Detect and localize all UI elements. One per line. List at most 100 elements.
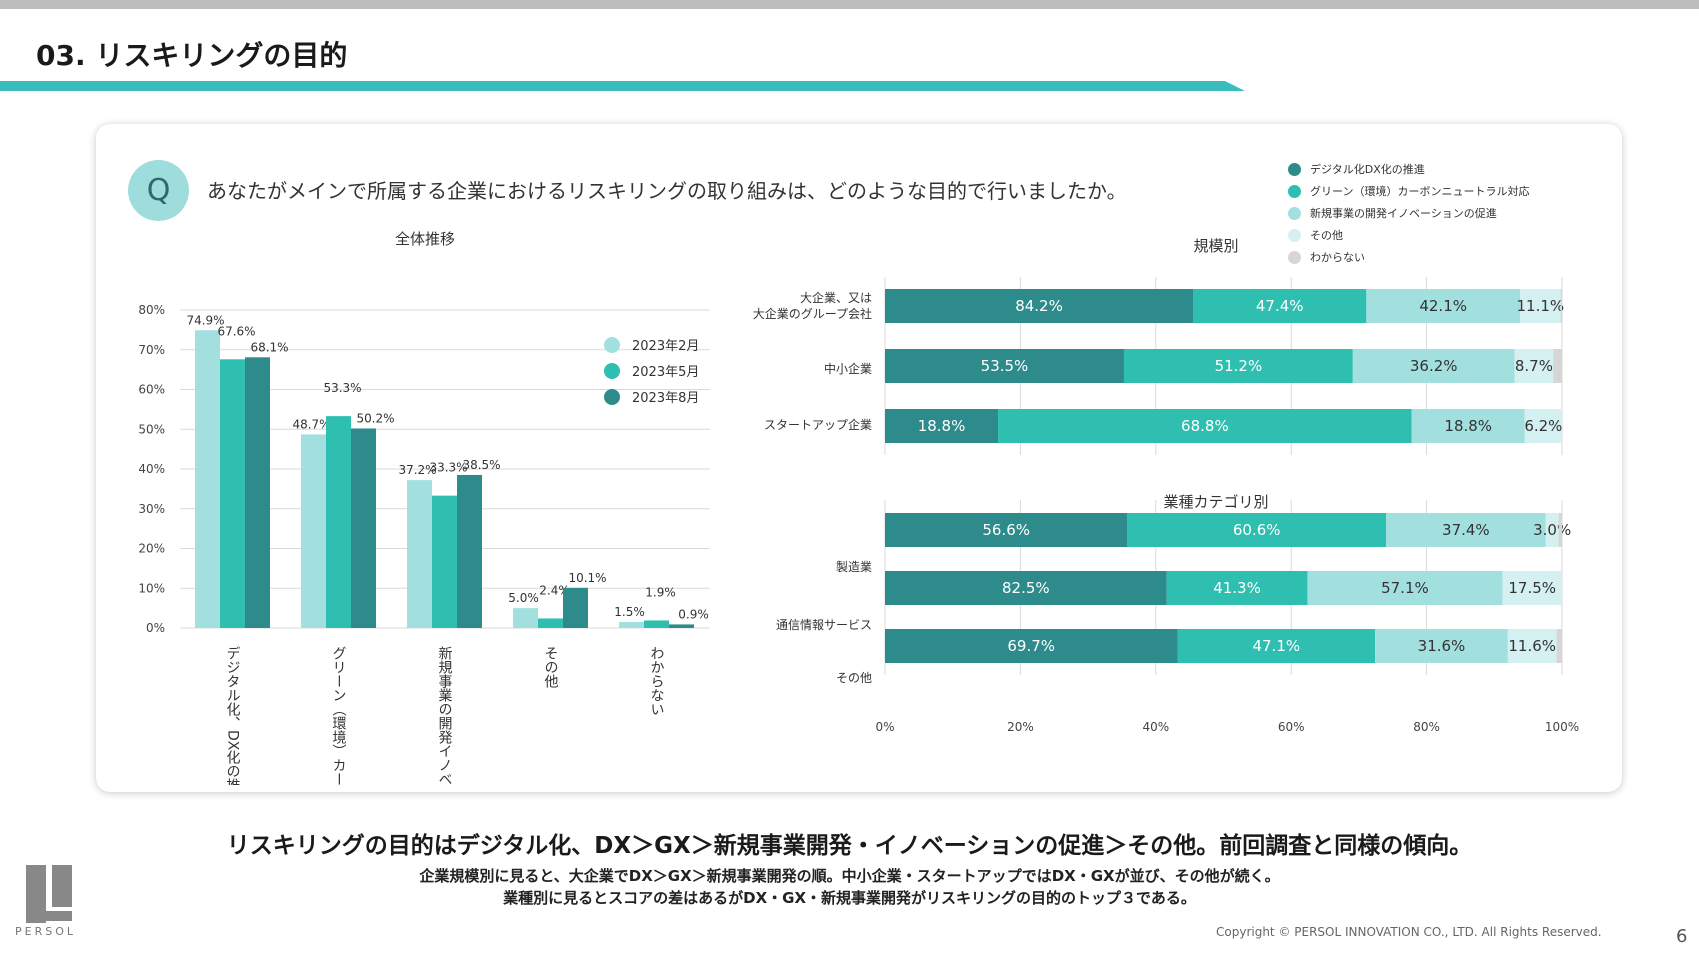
bar-data-label: 68.1% bbox=[250, 340, 288, 354]
legend-item-new-business: 新規事業の開発イノベーションの促進 bbox=[1288, 202, 1529, 224]
row-category-label: その他 bbox=[836, 671, 872, 685]
stacked-segment bbox=[1507, 629, 1557, 663]
legend-label: 新規事業の開発イノベーションの促進 bbox=[1310, 207, 1497, 220]
legend-dot bbox=[1288, 162, 1301, 176]
y-tick-label: 50% bbox=[138, 422, 165, 436]
stacked-segment bbox=[1514, 349, 1554, 383]
row-category-label: 大企業、又は bbox=[800, 290, 872, 305]
logo-text: PERSOL bbox=[15, 925, 76, 938]
segment-data-label: 84.2% bbox=[1015, 297, 1063, 315]
segment-data-label: 3.0% bbox=[1533, 521, 1571, 539]
segment-data-label: 47.1% bbox=[1252, 637, 1300, 655]
stacked-segment bbox=[885, 409, 999, 443]
question-text: あなたがメインで所属する企業におけるリスキリングの取り組みは、どのような目的で行… bbox=[207, 179, 1127, 203]
subtext-2: 業種別に見るとスコアの差はあるがDX・GX・新規事業開発がリスキリングの目的のト… bbox=[503, 889, 1196, 907]
y-tick-label: 10% bbox=[138, 581, 165, 595]
question-badge: Q bbox=[128, 160, 189, 221]
segment-data-label: 57.1% bbox=[1381, 579, 1429, 597]
legend-dot bbox=[1288, 228, 1301, 242]
bar-data-label: 74.9% bbox=[186, 313, 224, 327]
legend-label: グリーン（環境）カーボンニュートラル対応 bbox=[1310, 185, 1530, 198]
stacked-segment bbox=[1560, 289, 1562, 323]
stacked-segment bbox=[1307, 571, 1503, 605]
segment-data-label: 60.6% bbox=[1233, 521, 1281, 539]
top-bar bbox=[0, 0, 1699, 9]
x-tick-label: 20% bbox=[1007, 720, 1034, 734]
bar bbox=[351, 428, 376, 628]
legend-item-gx: グリーン（環境）カーボンニュートラル対応 bbox=[1288, 180, 1529, 202]
segment-data-label: 51.2% bbox=[1215, 357, 1263, 375]
stacked-segment bbox=[1502, 571, 1562, 605]
segment-data-label: 69.7% bbox=[1007, 637, 1055, 655]
bar bbox=[619, 622, 644, 628]
bar bbox=[195, 330, 220, 628]
stacked-segment bbox=[1177, 629, 1376, 663]
copyright: Copyright © PERSOL INNOVATION CO., LTD. … bbox=[1216, 925, 1602, 939]
bar bbox=[245, 357, 270, 628]
legend-dot bbox=[604, 363, 620, 379]
x-tick-label: 0% bbox=[875, 720, 894, 734]
row-category-label: 大企業のグループ会社 bbox=[753, 306, 872, 321]
bar-data-label: 53.3% bbox=[323, 381, 361, 395]
legend-dot bbox=[1288, 250, 1301, 264]
bar bbox=[326, 416, 351, 628]
x-tick-label: 40% bbox=[1142, 720, 1169, 734]
stacked-segment bbox=[1166, 571, 1308, 605]
chart-title: 全体推移 bbox=[395, 230, 455, 248]
persol-logo bbox=[26, 865, 72, 923]
bar bbox=[644, 620, 669, 628]
stacked-segment bbox=[885, 513, 1128, 547]
stacked-segment bbox=[1520, 289, 1561, 323]
stacked-segment bbox=[1411, 409, 1525, 443]
stacked-segment bbox=[1352, 349, 1515, 383]
page-title: 03. リスキリングの目的 bbox=[36, 39, 348, 72]
x-category-label: グリーン（環境）カーボンニュートラル対応 bbox=[331, 646, 347, 785]
bar bbox=[220, 359, 245, 628]
page-number: 6 bbox=[1676, 926, 1688, 947]
bar-data-label: 1.9% bbox=[645, 585, 676, 599]
segment-data-label: 18.8% bbox=[1444, 417, 1492, 435]
y-tick-label: 70% bbox=[138, 343, 165, 357]
segment-data-label: 47.4% bbox=[1256, 297, 1304, 315]
segment-data-label: 11.6% bbox=[1508, 637, 1556, 655]
segment-data-label: 6.2% bbox=[1524, 417, 1562, 435]
bar-data-label: 33.3% bbox=[429, 461, 467, 475]
stacked-segment bbox=[1375, 629, 1508, 663]
x-category-label: デジタル化、DX化の推進 bbox=[225, 646, 241, 785]
bar-data-label: 67.6% bbox=[217, 324, 255, 338]
segment-data-label: 31.6% bbox=[1418, 637, 1466, 655]
stacked-segment bbox=[1127, 513, 1386, 547]
bar-data-label: 50.2% bbox=[356, 411, 394, 425]
stacked-segment bbox=[885, 629, 1178, 663]
bar-data-label: 37.2% bbox=[398, 463, 436, 477]
chart-title: 業種カテゴリ別 bbox=[1163, 493, 1268, 511]
y-tick-label: 80% bbox=[138, 303, 165, 317]
segment-data-label: 8.7% bbox=[1515, 357, 1553, 375]
row-category-label: スタートアップ企業 bbox=[764, 417, 872, 432]
stacked-segment bbox=[1524, 409, 1562, 443]
stacked-charts: 規模別 84.2% 47.4% 42.1% 11.1% 53.5% 51.2% 36.2% 8.… bbox=[753, 237, 1579, 734]
segment-data-label: 53.5% bbox=[981, 357, 1029, 375]
bar-data-label: 1.5% bbox=[614, 605, 645, 619]
row-category-label: 中小企業 bbox=[824, 361, 872, 376]
overall-trend-chart: 全体推移 0% 10% 20% 30% 40% 50% 60% 70% 80% 74.9%67.6%… bbox=[138, 230, 710, 785]
subtext-1: 企業規模別に見ると、大企業でDX＞GX＞新規事業開発の順。中小企業・スタートアッ… bbox=[419, 867, 1280, 885]
stacked-segment bbox=[885, 349, 1124, 383]
y-tick-label: 40% bbox=[138, 462, 165, 476]
bar bbox=[407, 480, 432, 628]
row-category-label: 通信情報サービス bbox=[776, 618, 872, 632]
segment-data-label: 37.4% bbox=[1442, 521, 1490, 539]
stacked-segment bbox=[1366, 289, 1521, 323]
segment-data-label: 41.3% bbox=[1213, 579, 1261, 597]
bar bbox=[669, 624, 694, 628]
y-tick-label: 60% bbox=[138, 383, 165, 397]
legend-label: その他 bbox=[1310, 229, 1343, 242]
segment-data-label: 36.2% bbox=[1410, 357, 1458, 375]
legend-label: わからない bbox=[1310, 251, 1365, 264]
stacked-segment bbox=[1553, 349, 1562, 383]
stacked-segment bbox=[1556, 629, 1562, 663]
segment-data-label: 17.5% bbox=[1508, 579, 1556, 597]
stacked-segment bbox=[998, 409, 1412, 443]
stacked-segment bbox=[1545, 513, 1559, 547]
legend-label: デジタル化DX化の推進 bbox=[1310, 163, 1425, 176]
